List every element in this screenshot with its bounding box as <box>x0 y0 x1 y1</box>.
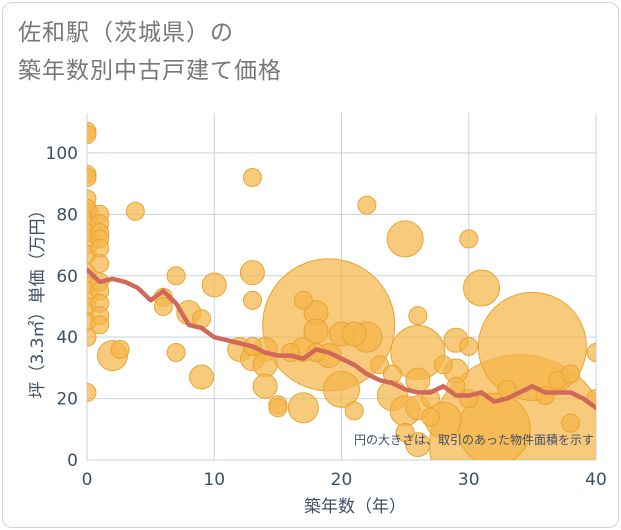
y-tick-label: 60 <box>56 267 78 287</box>
bubble-point <box>294 291 312 309</box>
bubble-point <box>562 414 580 432</box>
bubble-point <box>167 267 185 285</box>
bubble-point <box>240 261 264 285</box>
bubble-point <box>78 168 96 186</box>
bubble-point <box>463 270 499 306</box>
bubble-point <box>345 402 363 420</box>
bubble-point <box>202 273 226 297</box>
x-tick-label: 20 <box>331 470 353 490</box>
y-tick-label: 20 <box>56 390 78 410</box>
bubble-point <box>304 319 328 343</box>
x-tick-label: 0 <box>82 470 93 490</box>
bubble-point <box>422 408 440 426</box>
y-tick-label: 40 <box>56 328 78 348</box>
bubble-point <box>288 393 318 423</box>
chart-svg: 0 10 20 30 40 0 20 40 60 80 100 築年数（年） 坪（3.3㎡）単価（万… <box>0 0 621 530</box>
bubble-point <box>91 316 109 334</box>
bubble-point <box>78 383 96 401</box>
x-tick-label: 40 <box>585 470 607 490</box>
bubble-point <box>167 344 185 362</box>
bubble-point <box>91 254 109 272</box>
bubble-point <box>587 344 605 362</box>
bubble-point <box>111 340 129 358</box>
bubble-point <box>358 196 376 214</box>
bubble-point <box>387 221 423 257</box>
x-tick-label: 30 <box>458 470 480 490</box>
size-note: 円の大きさは、取引のあった物件面積を示す <box>354 432 594 447</box>
bubble-point <box>243 168 261 186</box>
bubble-point <box>342 322 366 346</box>
bubble-point <box>269 399 287 417</box>
bubble-point <box>190 365 214 389</box>
bubble-point <box>409 307 427 325</box>
bubble-point <box>78 125 96 143</box>
bubble-point <box>562 365 580 383</box>
y-axis-label: 坪（3.3㎡）単価（万円） <box>28 201 48 398</box>
bubble-point <box>126 202 144 220</box>
bubble-point <box>460 337 478 355</box>
bubble-point <box>460 230 478 248</box>
y-tick-label: 0 <box>67 451 78 471</box>
bubbles <box>75 122 610 530</box>
x-axis-label: 築年数（年） <box>304 497 406 517</box>
bubble-point <box>253 374 277 398</box>
bubble-point <box>434 356 452 374</box>
x-tick-label: 10 <box>203 470 225 490</box>
bubble-point <box>243 291 261 309</box>
y-tick-label: 80 <box>56 205 78 225</box>
y-tick-label: 100 <box>46 144 78 164</box>
